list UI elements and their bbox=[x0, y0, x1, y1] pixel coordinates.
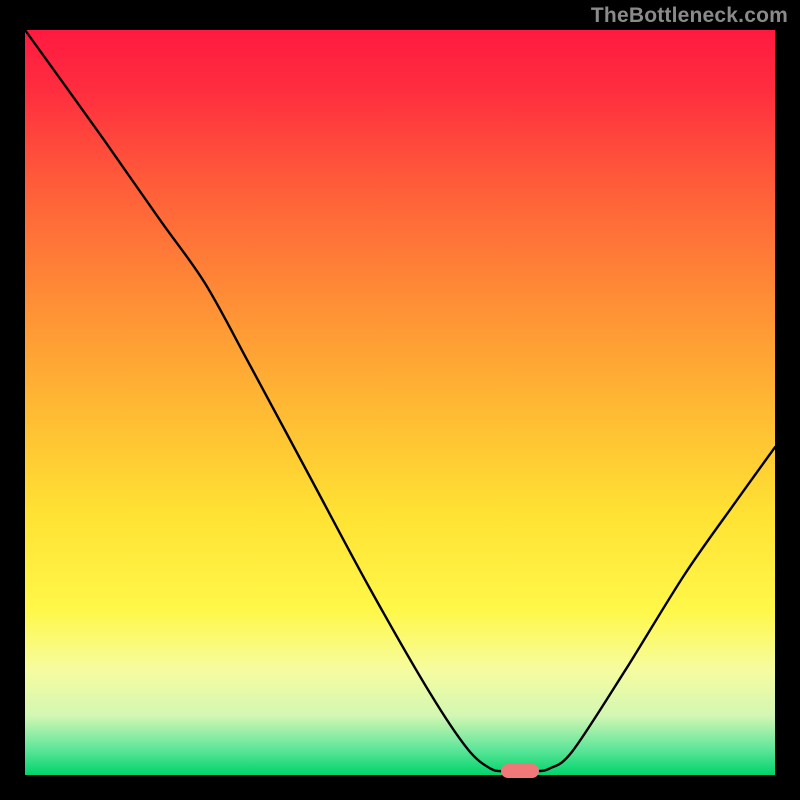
chart-frame: TheBottleneck.com bbox=[0, 0, 800, 800]
plot-area bbox=[25, 30, 775, 775]
watermark-text: TheBottleneck.com bbox=[591, 4, 788, 28]
optimal-point-marker bbox=[501, 764, 539, 778]
bottleneck-curve bbox=[25, 30, 775, 775]
